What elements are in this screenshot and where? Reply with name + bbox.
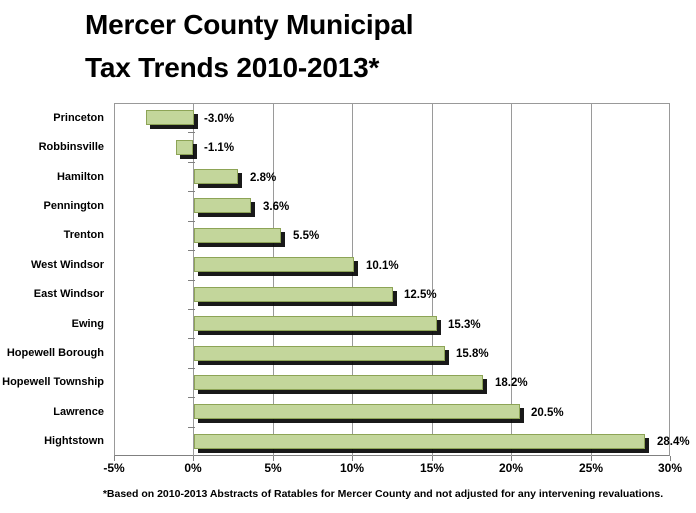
x-tick-label-5: 5% (264, 461, 282, 475)
chart-footnote: *Based on 2010-2013 Abstracts of Ratable… (102, 488, 664, 500)
category-axis-tick (188, 368, 195, 369)
x-axis-tick (273, 456, 274, 461)
category-axis-tick (188, 221, 195, 222)
bar-pennington (194, 198, 251, 213)
x-axis-tick (114, 456, 115, 461)
bar-lawrence (194, 404, 520, 419)
x-tick-label-20: 20% (498, 461, 524, 475)
x-axis-tick (352, 456, 353, 461)
category-axis-tick (188, 280, 195, 281)
category-axis-tick (188, 191, 195, 192)
x-tick-label-25: 25% (578, 461, 604, 475)
category-label-ewing: Ewing (71, 318, 104, 330)
chart-title-line-1: Mercer County Municipal (85, 9, 414, 40)
chart-title: Mercer County Municipal Tax Trends 2010-… (85, 3, 414, 89)
category-label-lawrence: Lawrence (53, 406, 104, 418)
chart-title-line-2: Tax Trends 2010-2013* (85, 52, 380, 83)
category-label-hopewell-township: Hopewell Township (2, 376, 104, 388)
data-label-hopewell-borough: 15.8% (456, 348, 489, 360)
category-axis-tick (188, 132, 195, 133)
bar-hamilton (194, 169, 238, 184)
category-label-west-windsor: West Windsor (30, 259, 104, 271)
bar-ewing (194, 316, 437, 331)
data-label-east-windsor: 12.5% (404, 289, 437, 301)
category-label-hamilton: Hamilton (56, 171, 104, 183)
x-axis-tick (193, 456, 194, 461)
gridline-25 (591, 103, 592, 456)
bar-princeton (146, 110, 194, 125)
x-tick-label--5: -5% (103, 461, 125, 475)
bar-east-windsor (194, 287, 393, 302)
category-label-hightstown: Hightstown (44, 435, 104, 447)
x-axis-tick (591, 456, 592, 461)
category-axis-tick (188, 309, 195, 310)
bar-west-windsor (194, 257, 354, 272)
bar-hopewell-township (194, 375, 483, 390)
gridline-10 (352, 103, 353, 456)
gridline-15 (432, 103, 433, 456)
x-tick-label-0: 0% (184, 461, 202, 475)
category-axis-tick (188, 427, 195, 428)
category-label-princeton: Princeton (53, 112, 104, 124)
x-axis-tick (511, 456, 512, 461)
category-label-trenton: Trenton (63, 229, 104, 241)
data-label-hamilton: 2.8% (250, 172, 277, 184)
category-label-east-windsor: East Windsor (33, 288, 104, 300)
category-label-hopewell-borough: Hopewell Borough (6, 347, 104, 359)
x-tick-label-10: 10% (339, 461, 365, 475)
category-axis-tick (188, 250, 195, 251)
category-axis-tick (188, 162, 195, 163)
data-label-lawrence: 20.5% (531, 407, 564, 419)
gridline-0 (193, 103, 194, 456)
x-axis-tick (670, 456, 671, 461)
data-label-robbinsville: -1.1% (204, 142, 235, 154)
data-label-pennington: 3.6% (263, 201, 290, 213)
category-axis-tick (188, 397, 195, 398)
bar-robbinsville (176, 140, 193, 155)
data-label-west-windsor: 10.1% (366, 260, 399, 272)
gridline-5 (273, 103, 274, 456)
bar-hopewell-borough (194, 346, 445, 361)
data-label-hightstown: 28.4% (657, 436, 690, 448)
gridline-20 (511, 103, 512, 456)
category-axis-tick (188, 338, 195, 339)
data-label-hopewell-township: 18.2% (495, 377, 528, 389)
x-tick-label-15: 15% (419, 461, 445, 475)
x-tick-label-30: 30% (657, 461, 683, 475)
data-label-princeton: -3.0% (204, 113, 235, 125)
data-label-ewing: 15.3% (448, 319, 481, 331)
x-axis-tick (432, 456, 433, 461)
bar-hightstown (194, 434, 645, 449)
plot-area (114, 103, 670, 456)
category-label-robbinsville: Robbinsville (38, 141, 104, 153)
bar-trenton (194, 228, 281, 243)
category-label-pennington: Pennington (43, 200, 105, 212)
data-label-trenton: 5.5% (293, 230, 320, 242)
